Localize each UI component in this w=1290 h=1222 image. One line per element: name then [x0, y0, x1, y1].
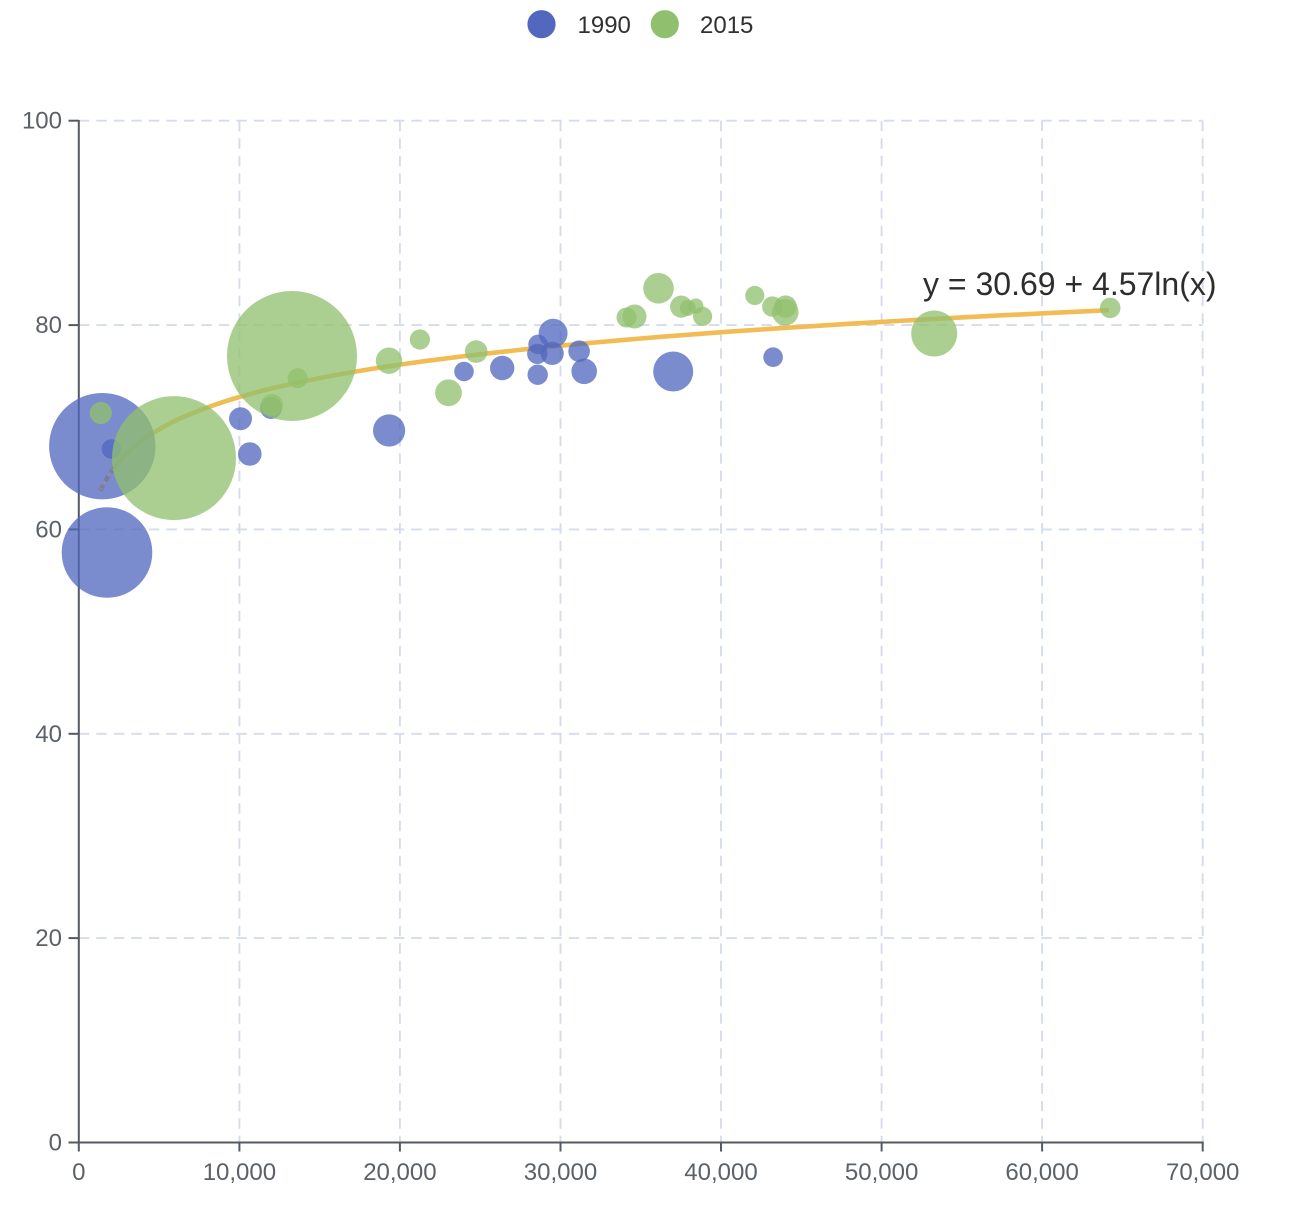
svg-text:1990: 1990 — [578, 12, 631, 39]
svg-text:80: 80 — [35, 312, 62, 339]
svg-text:y = 30.69 + 4.57ln(x): y = 30.69 + 4.57ln(x) — [923, 266, 1217, 302]
svg-text:20: 20 — [35, 925, 62, 952]
svg-text:40: 40 — [35, 721, 62, 748]
svg-text:70,000: 70,000 — [1166, 1159, 1239, 1186]
svg-text:0: 0 — [49, 1130, 62, 1157]
svg-text:10,000: 10,000 — [203, 1159, 276, 1186]
svg-text:40,000: 40,000 — [684, 1159, 757, 1186]
svg-text:2015: 2015 — [700, 12, 753, 39]
svg-text:100: 100 — [22, 108, 62, 135]
svg-text:30,000: 30,000 — [524, 1159, 597, 1186]
svg-text:60,000: 60,000 — [1005, 1159, 1078, 1186]
svg-text:60: 60 — [35, 516, 62, 543]
svg-text:50,000: 50,000 — [845, 1159, 918, 1186]
svg-text:0: 0 — [72, 1159, 85, 1186]
svg-text:20,000: 20,000 — [363, 1159, 436, 1186]
